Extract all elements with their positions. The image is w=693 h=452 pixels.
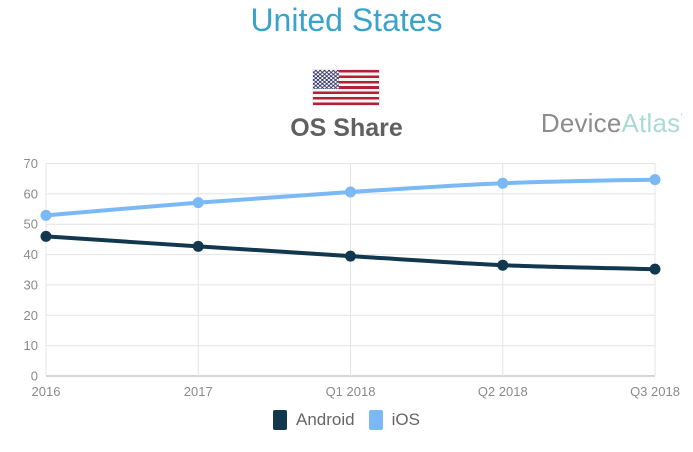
data-point-android-2016	[40, 230, 52, 242]
x-tick-label: 2017	[184, 384, 213, 399]
x-tick-label: Q2 2018	[478, 384, 528, 399]
data-point-android-2017	[192, 240, 204, 252]
android-legend-label: Android	[296, 410, 355, 429]
y-tick-label: 30	[24, 277, 38, 292]
deviceatlas-logo-atlas: Atlas	[621, 108, 681, 138]
x-tick-label: 2016	[32, 384, 61, 399]
os-share-line-chart: 0 10 20 30 40 50 60 70 2016 2017 Q1 2018 Q2 2018 Q3 …	[24, 156, 680, 399]
us-flag-canton	[313, 70, 339, 89]
y-tick-label: 70	[24, 156, 38, 171]
data-point-ios-q2-2018	[497, 177, 509, 189]
y-tick-label: 20	[24, 308, 38, 323]
data-point-ios-q1-2018	[345, 186, 356, 198]
deviceatlas-logo: DeviceAtlas’	[541, 108, 683, 139]
page-title: United States	[250, 2, 443, 38]
deviceatlas-logo-mark: ’	[680, 112, 683, 124]
y-tick-label: 40	[24, 247, 38, 262]
data-point-android-q3-2018	[649, 263, 661, 275]
x-tick-label: Q1 2018	[326, 384, 376, 399]
y-tick-label: 10	[24, 338, 38, 353]
data-point-android-q2-2018	[497, 259, 509, 271]
ios-legend-label: iOS	[391, 410, 420, 429]
data-point-android-q1-2018	[345, 250, 356, 262]
data-point-ios-q3-2018	[649, 174, 661, 186]
y-tick-label: 50	[24, 217, 38, 232]
legend-item-ios[interactable]: iOS	[368, 410, 420, 430]
chart-title: OS Share	[290, 114, 403, 142]
us-flag-icon	[313, 70, 379, 105]
data-point-ios-2016	[40, 209, 52, 221]
chart-legend: Android iOS	[0, 410, 693, 430]
deviceatlas-logo-device: Device	[540, 108, 622, 138]
y-tick-label: 0	[31, 369, 38, 384]
ios-swatch	[368, 410, 383, 430]
y-tick-label: 60	[24, 186, 38, 201]
data-point-ios-2017	[192, 197, 204, 209]
x-tick-label: Q3 2018	[630, 384, 680, 399]
legend-item-android[interactable]: Android	[273, 410, 355, 430]
android-swatch	[273, 410, 288, 430]
